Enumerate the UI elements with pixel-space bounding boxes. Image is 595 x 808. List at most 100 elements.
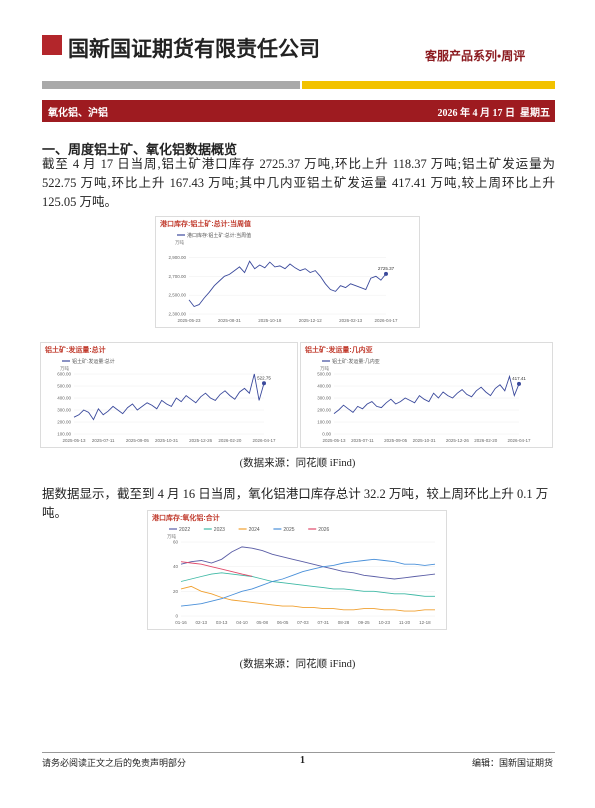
x-tick-label: 2025-10-18 [258, 318, 282, 323]
series-line [180, 558, 436, 607]
x-tick-label: 2025-10-31 [413, 438, 437, 443]
y-tick-label: 20 [173, 589, 179, 594]
series-line [188, 260, 387, 308]
x-tick-label: 2025-09-05 [384, 438, 408, 443]
y-tick-label: 500.00 [317, 372, 331, 377]
y-tick-label: 600.00 [57, 372, 71, 377]
y-tick-label: 0.00 [322, 432, 331, 437]
red-band [42, 100, 555, 122]
y-tick-label: 200.00 [57, 420, 71, 425]
x-tick-label: 03-13 [216, 620, 228, 625]
chart-frame [40, 342, 298, 448]
x-tick-label: 04-10 [236, 620, 248, 625]
section: 氧化铝、沪铝 [48, 108, 108, 119]
series-line [180, 561, 253, 577]
chart-frame [147, 510, 447, 630]
x-tick-label: 2025-08-31 [218, 318, 242, 323]
x-tick-label: 2025-12-26 [446, 438, 470, 443]
x-tick-label: 2025-09-05 [126, 438, 150, 443]
y-tick-label: 60 [173, 540, 179, 545]
chart-frame [155, 216, 420, 328]
y-tick-label: 400.00 [57, 396, 71, 401]
chart: 港口库存:氧化铝:合计 2022 2023 2024 2025 2026 万吨 0 20 40 60… [147, 510, 447, 630]
y-tick-label: 2,900.00 [168, 255, 186, 260]
x-tick-label: 10-23 [378, 620, 390, 625]
yellow-bar [302, 81, 555, 89]
chart: 铝土矿:发运量:几内亚铝土矿:发运量:几内亚万吨0.00100.00200.00… [300, 342, 553, 448]
x-tick-label: 09-25 [358, 620, 370, 625]
chart-title: 铝土矿:发运量:几内亚 [305, 345, 373, 354]
end-label: 2725.37 [378, 266, 395, 271]
y-tick-label: 300.00 [317, 396, 331, 401]
x-tick-label: 11-20 [399, 620, 411, 625]
date: 2026 年 4 月 17 日 星期五 [437, 108, 551, 119]
legend-label: 铝土矿:发运量:几内亚 [332, 358, 380, 365]
end-point [262, 381, 266, 386]
y-tick-label: 2,500.00 [168, 293, 186, 298]
unit-label: 万吨 [167, 533, 176, 540]
y-tick-label: 500.00 [57, 384, 71, 389]
series-line [180, 546, 436, 580]
chart-frame [300, 342, 553, 448]
legend-label: 铝土矿:发运量:总计 [72, 358, 115, 365]
x-tick-label: 2025-12-12 [299, 318, 323, 323]
y-tick-label: 40 [173, 564, 179, 569]
chart: 铝土矿:发运量:总计铝土矿:发运量:总计万吨100.00200.00300.00… [40, 342, 298, 448]
logo [42, 35, 62, 55]
x-tick-label: 06-05 [277, 620, 289, 625]
x-tick-label: 2025-10-31 [155, 438, 179, 443]
series-line [333, 374, 520, 414]
end-label: 417.41 [512, 376, 526, 381]
unit-label: 万吨 [175, 239, 184, 246]
end-point [517, 381, 521, 386]
chart-title: 港口库存:氧化铝:合计 [152, 513, 220, 522]
footer-line [42, 752, 555, 753]
y-tick-label: 0 [175, 614, 178, 619]
y-tick-label: 400.00 [317, 384, 331, 389]
x-tick-label: 2026-04-17 [507, 438, 531, 443]
y-tick-label: 2,700.00 [168, 274, 186, 279]
y-tick-label: 300.00 [57, 408, 71, 413]
x-tick-label: 08-28 [338, 620, 350, 625]
end-point [384, 271, 388, 276]
x-tick-label: 2026-04-17 [252, 438, 276, 443]
disclaimer: 请务必阅读正文之后的免责声明部分 [42, 758, 187, 768]
y-tick-label: 2,300.00 [168, 312, 186, 317]
heading: 一、周度铝土矿、氧化铝数据概览 [42, 142, 238, 157]
y-tick-label: 200.00 [317, 408, 331, 413]
unit-label: 万吨 [320, 365, 329, 372]
company-name: 国新国证期货有限责任公司 [68, 37, 320, 61]
x-tick-label: 2026-02-20 [218, 438, 242, 443]
x-tick-label: 2025-12-26 [189, 438, 213, 443]
x-tick-label: 07-31 [317, 620, 329, 625]
legend-label: 2025 [283, 527, 294, 533]
chart-title: 铝土矿:发运量:总计 [45, 345, 106, 354]
page-number: 1 [300, 755, 305, 766]
y-tick-label: 100.00 [317, 420, 331, 425]
legend-label: 港口库存:铝土矿:总计:当周值 [187, 232, 251, 239]
x-tick-label: 2026-04-17 [374, 318, 398, 323]
x-tick-label: 2025-05-13 [62, 438, 86, 443]
x-tick-label: 2026-02-20 [474, 438, 498, 443]
paragraph: 据数据显示，截至到 4 月 16 日当周，氧化铝港口库存总计 32.2 万吨，较… [42, 487, 549, 520]
x-tick-label: 2025-07-11 [92, 438, 115, 443]
x-tick-label: 01-16 [175, 620, 187, 625]
legend-label: 2022 [179, 527, 190, 533]
y-tick-label: 100.00 [57, 432, 71, 437]
x-tick-label: 02-13 [196, 620, 208, 625]
x-tick-label: 2025-07-11 [351, 438, 374, 443]
legend-label: 2023 [214, 527, 225, 533]
chart-title: 港口库存:铝土矿:总计:当周值 [160, 219, 251, 228]
end-label: 522.75 [257, 375, 271, 380]
source: (数据来源：同花顺 iFind) [239, 458, 356, 469]
x-tick-label: 12-18 [419, 620, 431, 625]
x-tick-label: 2026-02-13 [339, 318, 363, 323]
x-tick-label: 2025-05-23 [177, 318, 201, 323]
unit-label: 万吨 [60, 365, 69, 372]
legend-label: 2024 [249, 527, 260, 533]
editor: 编辑：国新国证期货 [471, 758, 553, 768]
source: (数据来源：同花顺 iFind) [239, 659, 356, 670]
series-line [73, 373, 265, 421]
series-line [180, 572, 435, 597]
